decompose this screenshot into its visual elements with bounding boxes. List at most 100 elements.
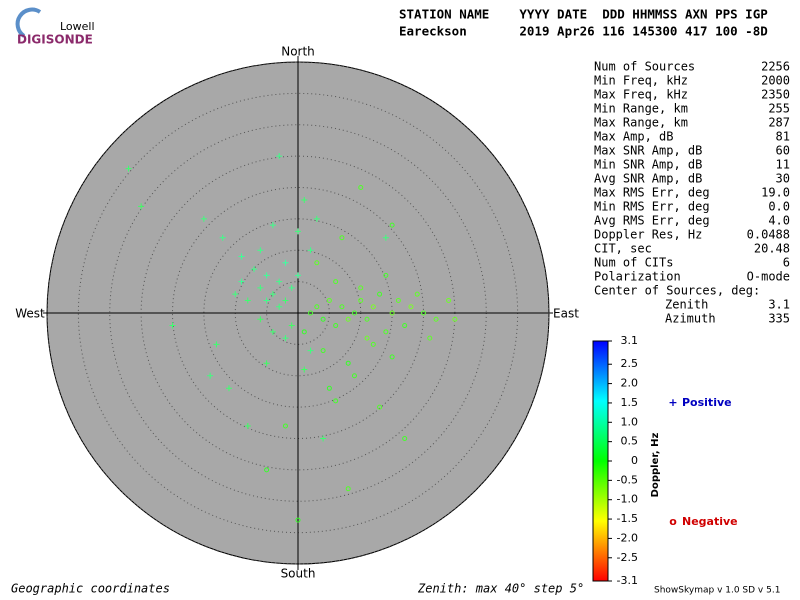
source-negative <box>333 279 339 285</box>
colorbar-tick-label: 0.5 <box>621 435 639 448</box>
source-positive <box>276 153 283 160</box>
source-positive <box>225 385 232 392</box>
stat-value: 81 <box>776 130 790 144</box>
compass-south: South <box>281 567 316 581</box>
source-negative <box>358 285 364 291</box>
source-positive <box>213 341 220 348</box>
source-negative <box>452 316 458 322</box>
source-positive <box>282 259 289 266</box>
footer-left: Geographic coordinates <box>11 582 170 596</box>
stat-label: Min RMS Err, deg <box>594 200 710 214</box>
source-negative <box>282 423 288 429</box>
source-positive <box>257 316 264 323</box>
source-negative <box>389 222 395 228</box>
source-negative <box>320 316 326 322</box>
source-negative <box>389 310 395 316</box>
source-positive <box>238 253 245 260</box>
source-positive <box>257 284 264 291</box>
compass-north: North <box>281 45 315 59</box>
colorbar-tick-label: -1.5 <box>617 512 638 525</box>
source-positive <box>301 197 308 204</box>
source-negative <box>383 272 389 278</box>
compass-west: West <box>15 307 45 321</box>
source-negative <box>358 297 364 303</box>
source-positive <box>295 228 301 235</box>
source-negative <box>370 341 376 347</box>
source-negative <box>333 398 339 404</box>
source-positive <box>313 215 320 222</box>
stat-label: Min Range, km <box>594 102 688 116</box>
stat-label: Avg RMS Err, deg <box>594 214 710 228</box>
source-negative <box>320 348 326 354</box>
logo-top: Lowell <box>60 20 95 33</box>
source-positive <box>282 335 289 342</box>
source-negative <box>414 291 420 297</box>
source-positive <box>169 322 176 329</box>
stat-label: Max Amp, dB <box>594 130 673 144</box>
stat-label: Min SNR Amp, dB <box>594 158 702 172</box>
source-positive <box>295 272 301 279</box>
source-positive <box>269 328 276 335</box>
source-positive <box>251 266 258 273</box>
source-negative <box>370 304 376 310</box>
legend-entry: Negative <box>682 515 738 528</box>
stat-label: Max Range, km <box>594 116 688 130</box>
colorbar-tick-label: -2.0 <box>617 531 638 544</box>
source-positive <box>244 297 251 304</box>
source-negative <box>326 297 332 303</box>
source-negative <box>377 404 383 410</box>
colorbar-label: Doppler, Hz <box>650 433 661 498</box>
stat-value: 20.48 <box>754 242 790 256</box>
stat-label: Num of CITs <box>594 256 673 270</box>
source-positive <box>232 291 239 298</box>
source-positive <box>263 297 270 304</box>
stat-value: 30 <box>776 172 790 186</box>
stat-label: Max RMS Err, deg <box>594 186 710 200</box>
source-negative <box>402 323 408 329</box>
stat-label: Min Freq, kHz <box>594 74 688 88</box>
source-negative <box>295 517 301 523</box>
footer-right: ShowSkymap v 1.0 SD v 5.1 <box>654 586 780 596</box>
source-positive <box>307 347 314 354</box>
colorbar-tick-label: 2.5 <box>621 357 639 370</box>
stat-label: Num of Sources <box>594 60 695 74</box>
stat-label: Doppler Res, Hz <box>594 228 702 242</box>
colorbar-tick-label: 2.0 <box>621 377 639 390</box>
source-negative <box>364 335 370 341</box>
source-negative <box>345 316 351 322</box>
source-positive <box>301 366 308 373</box>
colorbar-tick-label: 0 <box>631 454 638 467</box>
source-negative <box>308 310 314 316</box>
colorbar-tick-label: -3.1 <box>617 574 638 587</box>
source-positive <box>238 278 245 285</box>
source-negative <box>395 297 401 303</box>
stat-value: O-mode <box>747 270 790 284</box>
source-negative <box>351 373 357 379</box>
footer-middle: Zenith: max 40° step 5° <box>417 582 584 596</box>
source-negative <box>333 323 339 329</box>
stat-value: 2000 <box>761 74 790 88</box>
legend-marker: o <box>669 515 677 528</box>
source-negative <box>402 436 408 441</box>
stat-value: 19.0 <box>761 186 790 200</box>
stat-value: 6 <box>783 256 790 270</box>
source-negative <box>377 291 383 297</box>
source-positive <box>257 247 264 254</box>
legend-marker: + <box>668 396 677 409</box>
center-value: 3.1 <box>768 298 790 312</box>
source-negative <box>433 316 439 322</box>
source-negative <box>345 486 351 492</box>
center-value: 335 <box>768 312 790 326</box>
source-negative <box>408 304 414 310</box>
source-positive <box>138 203 145 210</box>
stat-label: CIT, sec <box>594 242 652 256</box>
source-negative <box>351 310 357 316</box>
source-positive <box>263 360 270 367</box>
stat-value: 11 <box>776 158 790 172</box>
stat-value: 2256 <box>761 60 790 74</box>
stat-value: 255 <box>768 102 790 116</box>
source-positive <box>288 322 295 329</box>
stat-label: Polarization <box>594 270 681 284</box>
source-negative <box>427 335 433 341</box>
